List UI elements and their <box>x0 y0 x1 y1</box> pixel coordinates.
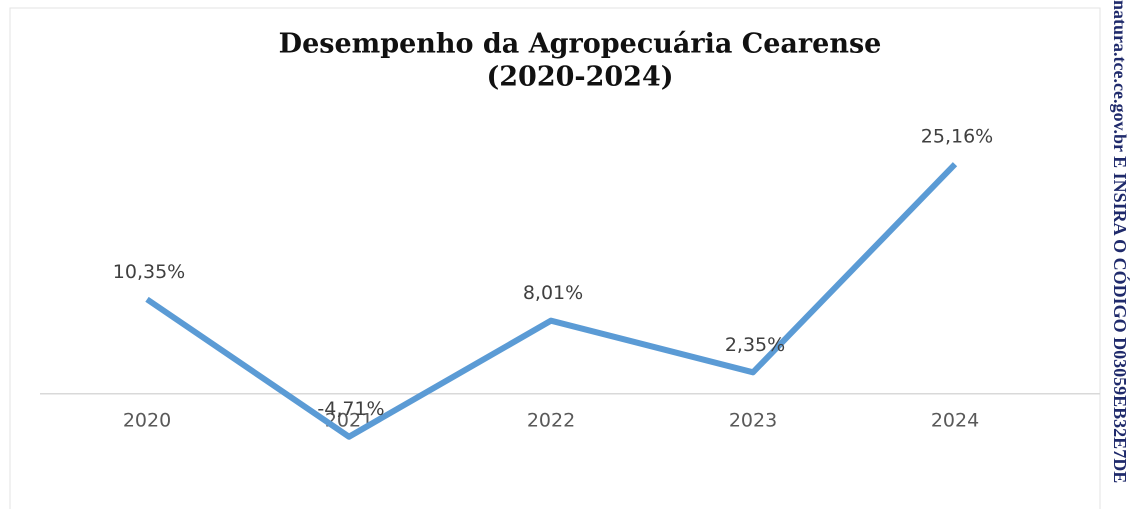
data-line <box>145 162 958 440</box>
x-tick-label: 2024 <box>931 409 979 431</box>
x-tick-label: 2022 <box>527 409 575 431</box>
data-label: 8,01% <box>523 282 583 304</box>
data-label: -4,71% <box>317 398 384 420</box>
chart-title: Desempenho da Agropecuária Cearense <box>279 29 882 60</box>
x-tick-label: 2020 <box>123 409 171 431</box>
data-label: 25,16% <box>921 126 993 148</box>
chart-frame <box>9 7 1101 509</box>
data-label: 2,35% <box>725 334 785 356</box>
chart-title: (2020-2024) <box>486 62 673 93</box>
watermark: natura.tce.ce.gov.br E INSIRA O CÓDIGO D… <box>1110 0 1131 483</box>
data-label: 10,35% <box>113 261 185 283</box>
x-tick-label: 2023 <box>729 409 777 431</box>
